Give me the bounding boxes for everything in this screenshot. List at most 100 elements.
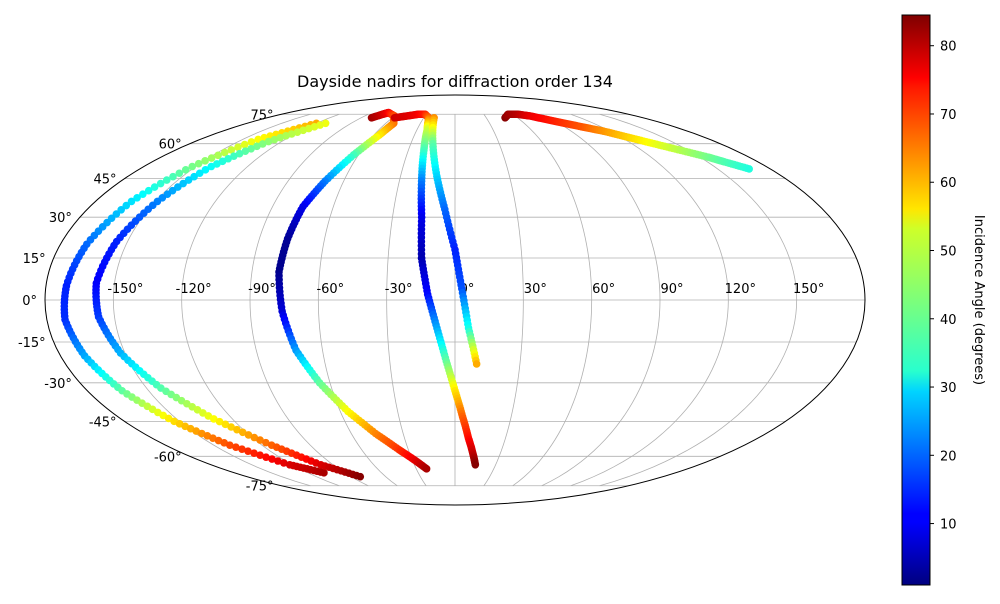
data-point	[241, 147, 250, 156]
data-point	[244, 431, 253, 439]
lon-gridline	[386, 114, 427, 486]
data-point	[270, 135, 279, 144]
data-point	[287, 130, 296, 138]
lon-gridline	[317, 113, 398, 487]
lat-tick-label: 0°	[22, 294, 37, 309]
lon-tick-label: 60°	[592, 282, 615, 297]
lon-gridline	[249, 113, 369, 487]
data-point	[195, 169, 204, 178]
data-point	[238, 428, 247, 437]
data-point	[422, 465, 431, 473]
data-point	[299, 126, 307, 135]
lon-tick-label: 30°	[524, 282, 547, 297]
data-point	[235, 149, 244, 158]
lon-tick-label: -150°	[107, 282, 143, 297]
data-point	[256, 451, 264, 460]
data-point	[262, 453, 270, 461]
data-point	[250, 433, 259, 442]
colorbar-tick-label: 50	[940, 245, 957, 260]
data-point	[184, 176, 193, 184]
data-point	[238, 445, 246, 454]
data-point	[230, 152, 238, 161]
data-point	[356, 472, 365, 481]
data-point	[214, 151, 222, 160]
lat-tick-label: 60°	[159, 138, 182, 153]
data-point	[175, 169, 184, 178]
data-point	[220, 148, 229, 157]
colorbar-label: Incidence Angle (degrees)	[971, 215, 986, 385]
data-point	[221, 420, 230, 429]
colorbar-tick-label: 80	[940, 40, 957, 55]
lat-tick-label: 45°	[94, 173, 117, 188]
lon-tick-label: -120°	[176, 282, 212, 297]
data-point	[276, 133, 284, 142]
data-point	[258, 140, 267, 148]
data-point	[218, 157, 227, 166]
data-point	[139, 190, 147, 199]
data-point	[472, 360, 481, 368]
colorbar-tick-label: 10	[940, 518, 957, 533]
data-point	[133, 194, 141, 202]
data-point	[282, 132, 290, 140]
data-point	[274, 457, 282, 465]
chart-title: Dayside nadirs for diffraction order 134	[297, 72, 613, 91]
data-point	[188, 162, 197, 171]
colorbar-tick-label: 30	[940, 381, 957, 396]
colorbar-ticks: 10 20 30 40 50 60 70 80	[930, 40, 957, 533]
data-points	[60, 108, 753, 481]
data-point	[190, 172, 198, 181]
lon-gridline	[599, 113, 798, 487]
map-boundary	[44, 94, 866, 506]
data-point	[122, 201, 131, 210]
colorbar-tick-label: 40	[940, 313, 957, 328]
data-point	[201, 166, 210, 174]
data-point	[201, 157, 209, 165]
data-point	[247, 138, 256, 146]
data-point	[471, 460, 480, 469]
lon-gridline	[541, 113, 661, 487]
data-point	[156, 179, 165, 188]
data-point	[232, 443, 240, 451]
data-point	[224, 154, 232, 163]
data-point	[207, 154, 216, 162]
data-point	[209, 415, 218, 423]
lon-tick-label: 120°	[725, 282, 756, 297]
data-point	[226, 441, 234, 449]
data-point	[207, 162, 216, 171]
data-point	[293, 128, 302, 136]
lat-tick-label: -15°	[18, 336, 46, 351]
data-point	[144, 186, 153, 195]
data-point	[250, 449, 258, 458]
data-point	[256, 436, 264, 444]
lat-tick-label: -60°	[154, 450, 182, 465]
colorbar-tick-label: 70	[940, 108, 957, 123]
data-point	[280, 459, 288, 467]
lon-tick-label: 90°	[660, 282, 683, 297]
data-point	[253, 142, 261, 151]
colorbar	[901, 14, 931, 586]
data-point	[127, 197, 136, 206]
map-tick-labels: -150° -120° -90° -60° -30° 0° 30° 60° 90° 120° 150…	[18, 108, 824, 494]
data-point	[194, 159, 203, 168]
data-point	[268, 455, 276, 463]
data-point	[234, 143, 242, 152]
lon-tick-label: 150°	[793, 282, 824, 297]
colorbar-tick-label: 60	[940, 176, 957, 191]
data-point	[169, 172, 177, 181]
lat-tick-label: -45°	[89, 415, 117, 430]
data-point	[181, 166, 190, 174]
lat-tick-label: 30°	[49, 211, 72, 226]
data-point	[264, 137, 273, 146]
lon-gridline	[570, 113, 729, 487]
colorbar-tick-label: 20	[940, 449, 957, 464]
lon-gridline	[483, 114, 524, 486]
data-point	[150, 183, 159, 191]
data-point	[745, 165, 753, 173]
lon-tick-label: -90°	[248, 282, 276, 297]
data-point	[244, 447, 252, 456]
lat-tick-label: 75°	[250, 108, 273, 123]
data-point	[227, 423, 235, 431]
data-point	[320, 469, 328, 477]
